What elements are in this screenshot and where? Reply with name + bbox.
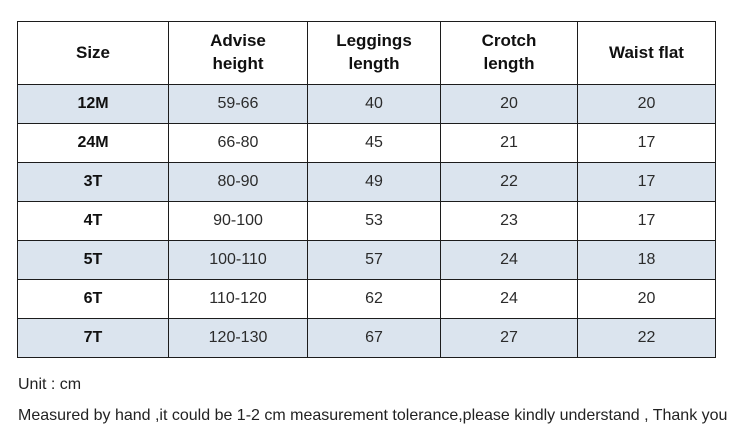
table-row-3t: 3T 80-90 49 22 17 <box>17 162 716 202</box>
leggings-length-cell: 45 <box>307 123 441 163</box>
waist-flat-cell: 17 <box>577 123 716 163</box>
header-row: Size Advise height Leggings length Crotc… <box>17 21 716 85</box>
table-row-24m: 24M 66-80 45 21 17 <box>17 123 716 163</box>
size-chart-table: Size Advise height Leggings length Crotc… <box>17 21 716 358</box>
size-cell: 4T <box>17 201 169 241</box>
waist-flat-cell: 20 <box>577 279 716 319</box>
advise-height-cell: 100-110 <box>168 240 308 280</box>
table-row-7t: 7T 120-130 67 27 22 <box>17 318 716 358</box>
table-row-12m: 12M 59-66 40 20 20 <box>17 84 716 124</box>
crotch-length-cell: 23 <box>440 201 578 241</box>
table-row-4t: 4T 90-100 53 23 17 <box>17 201 716 241</box>
header-advise-height: Advise height <box>168 21 308 85</box>
size-cell: 5T <box>17 240 169 280</box>
advise-height-cell: 110-120 <box>168 279 308 319</box>
crotch-length-cell: 24 <box>440 279 578 319</box>
header-leggings-length: Leggings length <box>307 21 441 85</box>
leggings-length-cell: 49 <box>307 162 441 202</box>
waist-flat-cell: 20 <box>577 84 716 124</box>
waist-flat-cell: 22 <box>577 318 716 358</box>
tolerance-note: Measured by hand ,it could be 1-2 cm mea… <box>18 407 731 424</box>
advise-height-cell: 120-130 <box>168 318 308 358</box>
advise-height-cell: 90-100 <box>168 201 308 241</box>
unit-note: Unit : cm <box>18 376 82 393</box>
waist-flat-cell: 18 <box>577 240 716 280</box>
leggings-length-cell: 57 <box>307 240 441 280</box>
leggings-length-cell: 40 <box>307 84 441 124</box>
crotch-length-cell: 24 <box>440 240 578 280</box>
advise-height-cell: 80-90 <box>168 162 308 202</box>
waist-flat-cell: 17 <box>577 162 716 202</box>
header-size-label: Size <box>75 42 111 62</box>
header-crotch-length-label: Crotch length <box>481 31 537 73</box>
size-cell: 6T <box>17 279 169 319</box>
crotch-length-cell: 27 <box>440 318 578 358</box>
leggings-length-cell: 67 <box>307 318 441 358</box>
size-cell: 12M <box>17 84 169 124</box>
size-cell: 3T <box>17 162 169 202</box>
waist-flat-cell: 17 <box>577 201 716 241</box>
header-leggings-length-label: Leggings length <box>336 31 412 73</box>
header-advise-height-label: Advise height <box>210 31 266 73</box>
table-row-6t: 6T 110-120 62 24 20 <box>17 279 716 319</box>
crotch-length-cell: 21 <box>440 123 578 163</box>
leggings-length-cell: 53 <box>307 201 441 241</box>
table-row-5t: 5T 100-110 57 24 18 <box>17 240 716 280</box>
advise-height-cell: 66-80 <box>168 123 308 163</box>
crotch-length-cell: 22 <box>440 162 578 202</box>
header-size: Size <box>17 21 169 85</box>
header-waist-flat-label: Waist flat <box>609 42 684 62</box>
leggings-length-cell: 62 <box>307 279 441 319</box>
size-cell: 7T <box>17 318 169 358</box>
size-cell: 24M <box>17 123 169 163</box>
header-crotch-length: Crotch length <box>440 21 578 85</box>
advise-height-cell: 59-66 <box>168 84 308 124</box>
crotch-length-cell: 20 <box>440 84 578 124</box>
header-waist-flat: Waist flat <box>577 21 716 85</box>
